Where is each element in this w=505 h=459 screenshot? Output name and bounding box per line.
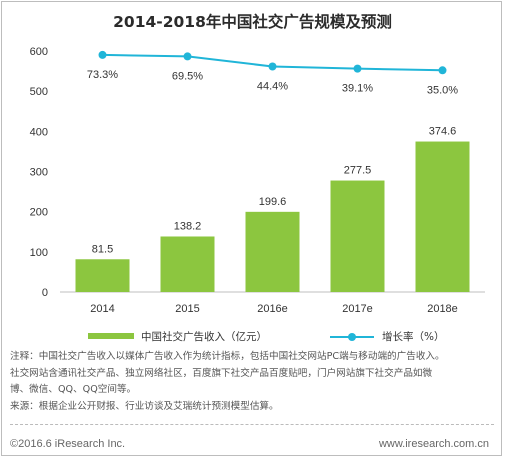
y-tick-label: 500 — [30, 86, 48, 98]
x-tick-label: 2018e — [427, 303, 458, 315]
growth-point — [438, 66, 447, 75]
note-line: 社交网站含通讯社交产品、独立网络社区，百度旗下社交产品百度贴吧，门户网站旗下社交… — [10, 367, 433, 379]
legend-bar-swatch — [88, 333, 134, 339]
bar-value-label: 199.6 — [259, 196, 287, 208]
y-tick-label: 100 — [30, 247, 48, 259]
note-line: 博、微信、QQ、QQ空间等。 — [10, 384, 137, 395]
growth-value-label: 69.5% — [172, 70, 203, 82]
note-line: 注释：中国社交广告收入以媒体广告收入作为统计指标，包括中国社交网站PC端与移动端… — [10, 351, 445, 362]
legend-line-marker — [348, 333, 356, 341]
website-text: www.iresearch.com.cn — [378, 438, 489, 450]
x-tick-label: 2017e — [342, 303, 373, 315]
growth-value-label: 73.3% — [87, 69, 118, 81]
y-tick-label: 400 — [30, 126, 48, 138]
growth-point — [98, 50, 107, 59]
bar — [415, 141, 470, 292]
bar-value-label: 81.5 — [92, 243, 113, 255]
growth-value-label: 44.4% — [257, 81, 288, 93]
chart-title: 2014-2018年中国社交广告规模及预测 — [113, 13, 392, 31]
growth-point — [268, 62, 277, 71]
footer-divider — [10, 424, 494, 425]
bar-value-label: 277.5 — [344, 165, 372, 177]
y-tick-label: 300 — [30, 167, 48, 179]
bar-value-label: 138.2 — [174, 220, 202, 232]
growth-point — [353, 64, 362, 73]
x-tick-label: 2016e — [257, 303, 288, 315]
growth-value-label: 35.0% — [427, 84, 458, 96]
copyright-text: ©2016.6 iResearch Inc. — [10, 438, 126, 450]
y-tick-label: 600 — [30, 46, 48, 58]
growth-point — [183, 52, 192, 61]
y-tick-label: 0 — [42, 287, 48, 299]
bar — [75, 259, 130, 292]
bar — [160, 236, 215, 292]
y-tick-label: 200 — [30, 207, 48, 219]
bar — [245, 211, 300, 292]
legend-bar-label: 中国社交广告收入（亿元） — [141, 331, 267, 343]
source-line: 来源：根据企业公开财报、行业访谈及艾瑞统计预测模型估算。 — [10, 400, 279, 412]
bar-value-label: 374.6 — [429, 126, 457, 138]
bar — [330, 180, 385, 292]
x-tick-label: 2015 — [175, 303, 199, 315]
x-tick-label: 2014 — [90, 303, 114, 315]
notes-block: 注释：中国社交广告收入以媒体广告收入作为统计指标，包括中国社交网站PC端与移动端… — [10, 349, 498, 415]
growth-value-label: 39.1% — [342, 83, 373, 95]
legend-line-label: 增长率（%） — [382, 331, 445, 343]
